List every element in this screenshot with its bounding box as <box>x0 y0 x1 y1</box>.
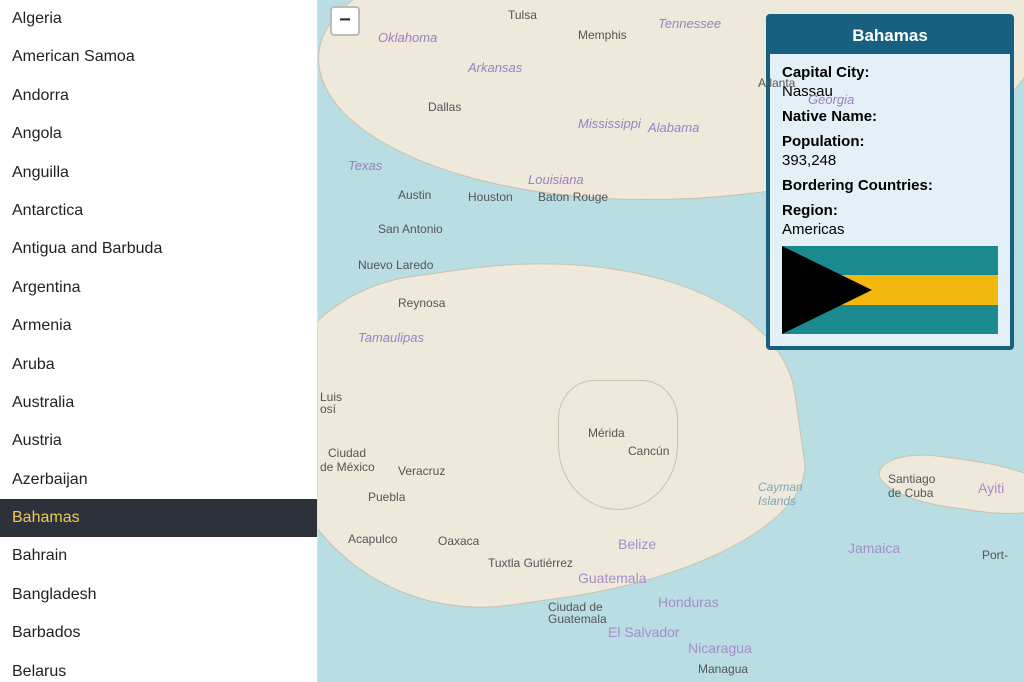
sidebar-item[interactable]: Aruba <box>0 346 317 384</box>
sidebar-item[interactable]: Belarus <box>0 653 317 682</box>
app-root: AlgeriaAmerican SamoaAndorraAngolaAnguil… <box>0 0 1024 682</box>
sidebar-item[interactable]: Armenia <box>0 307 317 345</box>
map-landmass <box>558 380 678 510</box>
map-label: Ciudad de <box>548 600 603 614</box>
map-label: Austin <box>398 188 431 202</box>
region-label: Region: <box>782 202 998 219</box>
sidebar-item[interactable]: American Samoa <box>0 38 317 76</box>
population-label: Population: <box>782 133 998 150</box>
map-label: Honduras <box>658 594 719 610</box>
borders-label: Bordering Countries: <box>782 177 998 194</box>
sidebar-item[interactable]: Angola <box>0 115 317 153</box>
map-label: Houston <box>468 190 513 204</box>
zoom-out-button[interactable]: − <box>330 6 360 36</box>
native-name-label: Native Name: <box>782 108 998 125</box>
sidebar-item[interactable]: Anguilla <box>0 154 317 192</box>
map-label: Guatemala <box>548 612 607 626</box>
map-label: Nicaragua <box>688 640 752 656</box>
sidebar-item[interactable]: Bahamas <box>0 499 317 537</box>
map-label: Jamaica <box>848 540 900 556</box>
info-body: Capital City: Nassau Native Name: Popula… <box>770 54 1010 346</box>
sidebar-item[interactable]: Azerbaijan <box>0 461 317 499</box>
sidebar-item[interactable]: Argentina <box>0 269 317 307</box>
sidebar-item[interactable]: Antarctica <box>0 192 317 230</box>
map-area[interactable]: − Bahamas Capital City: Nassau Native Na… <box>318 0 1024 682</box>
map-landmass <box>875 448 1024 523</box>
country-info-panel: Bahamas Capital City: Nassau Native Name… <box>766 14 1014 350</box>
region-value: Americas <box>782 221 998 238</box>
sidebar-item[interactable]: Austria <box>0 422 317 460</box>
info-header: Bahamas <box>770 18 1010 54</box>
flag-triangle <box>782 246 872 334</box>
sidebar-item[interactable]: Andorra <box>0 77 317 115</box>
capital-value: Nassau <box>782 83 998 100</box>
sidebar-item[interactable]: Australia <box>0 384 317 422</box>
map-label: San Antonio <box>378 222 443 236</box>
map-label: Texas <box>348 158 382 173</box>
sidebar-item[interactable]: Algeria <box>0 0 317 38</box>
population-value: 393,248 <box>782 152 998 169</box>
map-label: Managua <box>698 662 748 676</box>
sidebar-item[interactable]: Barbados <box>0 614 317 652</box>
map-label: Port- <box>982 548 1008 562</box>
country-sidebar[interactable]: AlgeriaAmerican SamoaAndorraAngolaAnguil… <box>0 0 318 682</box>
map-label: Nuevo Laredo <box>358 258 433 272</box>
sidebar-item[interactable]: Antigua and Barbuda <box>0 230 317 268</box>
country-flag <box>782 246 998 334</box>
capital-label: Capital City: <box>782 64 998 81</box>
sidebar-item[interactable]: Bangladesh <box>0 576 317 614</box>
map-label: El Salvador <box>608 624 680 640</box>
sidebar-item[interactable]: Bahrain <box>0 537 317 575</box>
